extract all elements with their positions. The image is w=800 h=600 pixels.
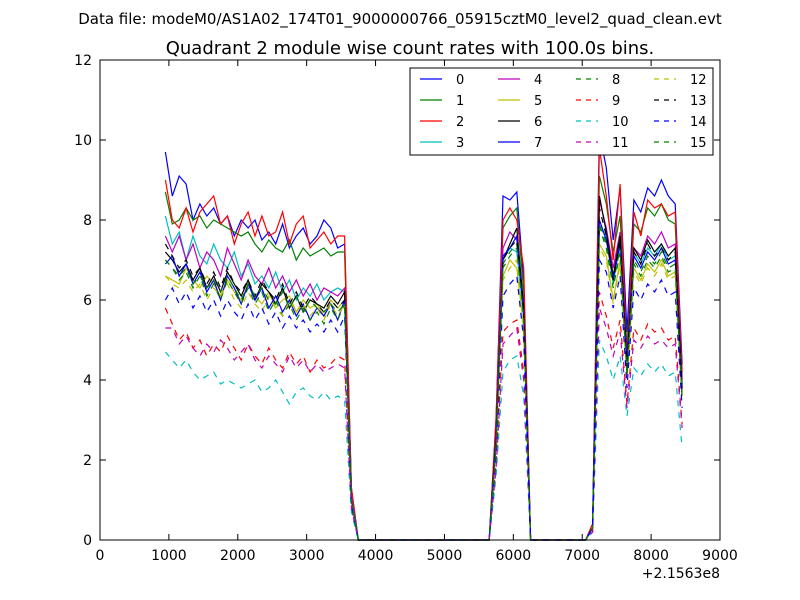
legend-label: 15 — [690, 136, 707, 151]
y-tick-label: 12 — [74, 53, 92, 69]
y-tick-label: 2 — [83, 453, 92, 469]
legend-label: 4 — [534, 73, 542, 88]
legend-box — [409, 67, 714, 156]
x-tick-label: 4000 — [358, 548, 394, 564]
legend-label: 0 — [456, 73, 464, 88]
series-line-13 — [164, 207, 683, 541]
legend-label: 6 — [534, 115, 542, 130]
series-line-9 — [164, 291, 683, 541]
x-tick-label: 7000 — [564, 548, 600, 564]
legend-label: 1 — [456, 94, 464, 109]
axes-frame — [99, 59, 721, 541]
legend-label: 13 — [690, 94, 707, 109]
x-tick-label: 5000 — [427, 548, 463, 564]
series-line-15 — [164, 227, 683, 541]
y-tick-label: 6 — [83, 293, 92, 309]
x-tick-label: 9000 — [702, 548, 738, 564]
series-line-12 — [164, 245, 683, 541]
legend-label: 14 — [690, 115, 707, 130]
series-line-14 — [164, 257, 683, 541]
y-tick-label: 0 — [83, 533, 92, 549]
legend-label: 5 — [534, 94, 542, 109]
axis-ticks: 0 1000 2000 3000 4000 5000 6000 7000 8000 9000 0 2 4… — [74, 53, 738, 564]
series-line-11 — [165, 307, 683, 541]
x-tick-label: 0 — [96, 548, 105, 564]
x-tick-label: 2000 — [220, 548, 256, 564]
x-tick-label: 6000 — [496, 548, 532, 564]
figure-suptitle: Data file: modeM0/AS1A02_174T01_90000007… — [78, 10, 722, 29]
legend-label: 12 — [690, 73, 707, 88]
legend-label: 7 — [534, 136, 542, 151]
legend-label: 9 — [612, 94, 620, 109]
y-tick-label: 8 — [83, 213, 92, 229]
y-tick-label: 10 — [74, 133, 92, 149]
chart-title: Quadrant 2 module wise count rates with … — [166, 38, 655, 59]
legend-label: 8 — [612, 73, 620, 88]
x-tick-label: 3000 — [289, 548, 325, 564]
legend-label: 10 — [612, 115, 629, 130]
legend-label: 2 — [456, 115, 464, 130]
series-line-2 — [164, 147, 683, 541]
y-tick-label: 4 — [83, 373, 92, 389]
series-line-10 — [164, 339, 683, 541]
series-layer — [164, 131, 683, 541]
x-tick-label: 1000 — [151, 548, 187, 564]
x-tick-label: 8000 — [633, 548, 669, 564]
legend-label: 3 — [456, 136, 464, 151]
legend-label: 11 — [612, 136, 629, 151]
x-offset-label: +2.1563e8 — [642, 566, 720, 582]
